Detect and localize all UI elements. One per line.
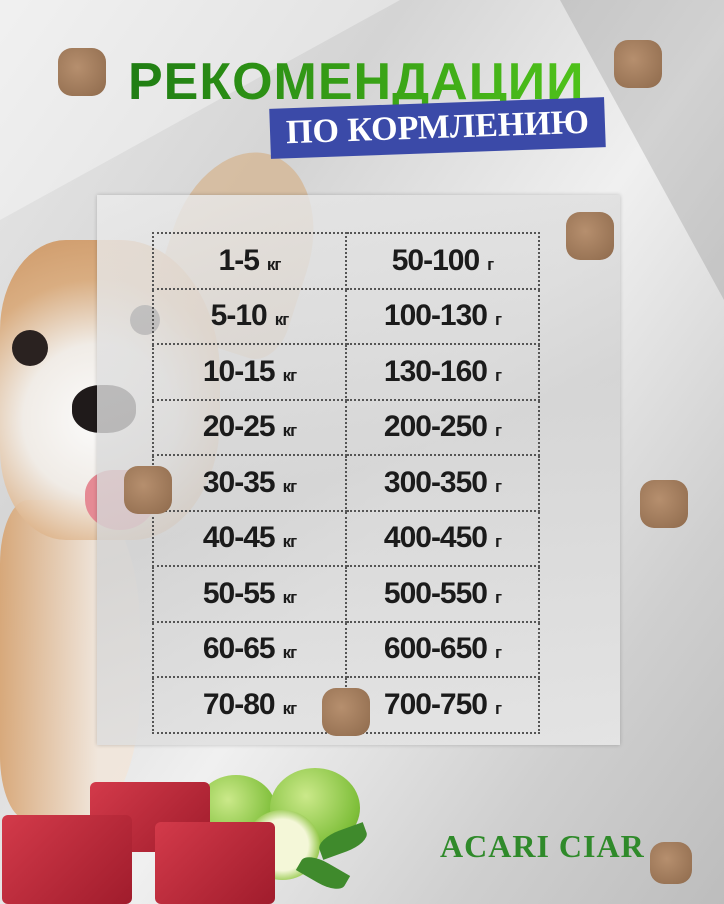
meat-cube-image: [2, 815, 132, 904]
weight-value: 5-10: [210, 299, 268, 333]
weight-unit: кг: [266, 254, 282, 274]
portion-unit: г: [495, 476, 502, 496]
portion-cell: 700-750 г: [345, 676, 540, 734]
kibble-icon: [640, 480, 688, 528]
weight-unit: кг: [274, 310, 290, 330]
weight-value: 70-80: [202, 687, 276, 721]
portion-cell: 400-450 г: [345, 509, 540, 567]
weight-cell: 5-10 кг: [152, 287, 347, 345]
portion-cell: 300-350 г: [345, 454, 540, 512]
feeding-table: 1-5 кг 50-100 г 5-10 кг 100-130 г 10-15 кг 130-160…: [152, 232, 540, 734]
weight-unit: кг: [282, 698, 298, 718]
portion-cell: 600-650 г: [345, 620, 540, 678]
portion-cell: 50-100 г: [345, 232, 540, 290]
weight-value: 60-65: [202, 632, 276, 666]
table-row: 60-65 кг 600-650 г: [152, 620, 540, 678]
portion-unit: г: [495, 643, 502, 663]
brand-name: ACARI CIAR: [440, 828, 645, 864]
portion-value: 100-130: [383, 299, 488, 333]
portion-value: 200-250: [383, 410, 488, 444]
weight-value: 30-35: [202, 465, 276, 499]
weight-cell: 60-65 кг: [152, 620, 347, 678]
table-row: 40-45 кг 400-450 г: [152, 509, 540, 567]
weight-cell: 20-25 кг: [152, 398, 347, 456]
portion-value: 400-450: [383, 521, 488, 555]
portion-value: 600-650: [383, 632, 488, 666]
weight-unit: кг: [282, 421, 298, 441]
weight-value: 50-55: [202, 576, 276, 610]
table-row: 1-5 кг 50-100 г: [152, 232, 540, 290]
weight-cell: 50-55 кг: [152, 565, 347, 623]
portion-value: 130-160: [383, 354, 488, 388]
kibble-icon: [566, 212, 614, 260]
portion-unit: г: [495, 421, 502, 441]
weight-value: 40-45: [202, 521, 276, 555]
weight-cell: 70-80 кг: [152, 676, 347, 734]
portion-cell: 500-550 г: [345, 565, 540, 623]
table-row: 20-25 кг 200-250 г: [152, 398, 540, 456]
portion-unit: г: [495, 532, 502, 552]
dog-eye: [12, 330, 48, 366]
page-subtitle-band: ПО КОРМЛЕНИЮ: [269, 97, 606, 159]
weight-unit: кг: [282, 476, 298, 496]
weight-unit: кг: [282, 365, 298, 385]
weight-value: 1-5: [218, 243, 260, 277]
portion-value: 50-100: [391, 243, 480, 277]
portion-unit: г: [495, 310, 502, 330]
portion-value: 500-550: [383, 576, 488, 610]
kibble-icon: [124, 466, 172, 514]
table-row: 10-15 кг 130-160 г: [152, 343, 540, 401]
portion-cell: 200-250 г: [345, 398, 540, 456]
kibble-icon: [322, 688, 370, 736]
portion-value: 300-350: [383, 465, 488, 499]
portion-unit: г: [495, 698, 502, 718]
page-subtitle: ПО КОРМЛЕНИЮ: [285, 103, 590, 152]
table-row: 50-55 кг 500-550 г: [152, 565, 540, 623]
meat-cube-image: [155, 822, 275, 904]
weight-value: 20-25: [202, 410, 276, 444]
weight-unit: кг: [282, 587, 298, 607]
portion-cell: 100-130 г: [345, 287, 540, 345]
kibble-icon: [614, 40, 662, 88]
portion-value: 700-750: [383, 687, 488, 721]
table-row: 70-80 кг 700-750 г: [152, 676, 540, 734]
kibble-icon: [650, 842, 692, 884]
weight-value: 10-15: [202, 354, 276, 388]
weight-unit: кг: [282, 643, 298, 663]
portion-unit: г: [495, 365, 502, 385]
weight-cell: 10-15 кг: [152, 343, 347, 401]
weight-unit: кг: [282, 532, 298, 552]
portion-unit: г: [495, 587, 502, 607]
weight-cell: 40-45 кг: [152, 509, 347, 567]
table-row: 5-10 кг 100-130 г: [152, 287, 540, 345]
table-row: 30-35 кг 300-350 г: [152, 454, 540, 512]
kibble-icon: [58, 48, 106, 96]
portion-cell: 130-160 г: [345, 343, 540, 401]
weight-cell: 1-5 кг: [152, 232, 347, 290]
portion-unit: г: [487, 254, 494, 274]
weight-cell: 30-35 кг: [152, 454, 347, 512]
